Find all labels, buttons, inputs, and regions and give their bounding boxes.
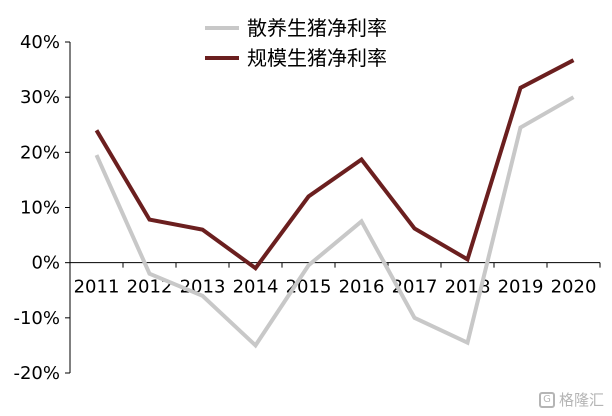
watermark-text: 格隆汇 [558, 391, 604, 409]
y-tick-label: 10% [20, 198, 60, 219]
watermark: G 格隆汇 [538, 389, 604, 410]
legend-label: 散养生猪净利率 [247, 16, 387, 40]
x-tick-label: 2011 [74, 277, 120, 298]
series-line-1 [94, 95, 575, 349]
x-tick-label: 2014 [233, 277, 279, 298]
y-tick-label: 0% [31, 253, 60, 274]
gelonghui-logo-icon: G [538, 391, 555, 408]
y-tick-label: 20% [20, 142, 60, 163]
x-tick-label: 2016 [339, 277, 385, 298]
y-tick-label: -10% [13, 308, 60, 329]
y-tick-label: 30% [20, 87, 60, 108]
y-tick-label: 40% [20, 32, 60, 53]
x-tick-label: 2012 [127, 277, 173, 298]
legend-label: 规模生猪净利率 [247, 46, 387, 70]
x-tick-label: 2020 [551, 277, 597, 298]
x-tick-label: 2019 [498, 277, 544, 298]
y-tick-label: -20% [13, 363, 60, 384]
series-line-2 [94, 58, 575, 271]
x-tick-label: 2017 [392, 277, 438, 298]
